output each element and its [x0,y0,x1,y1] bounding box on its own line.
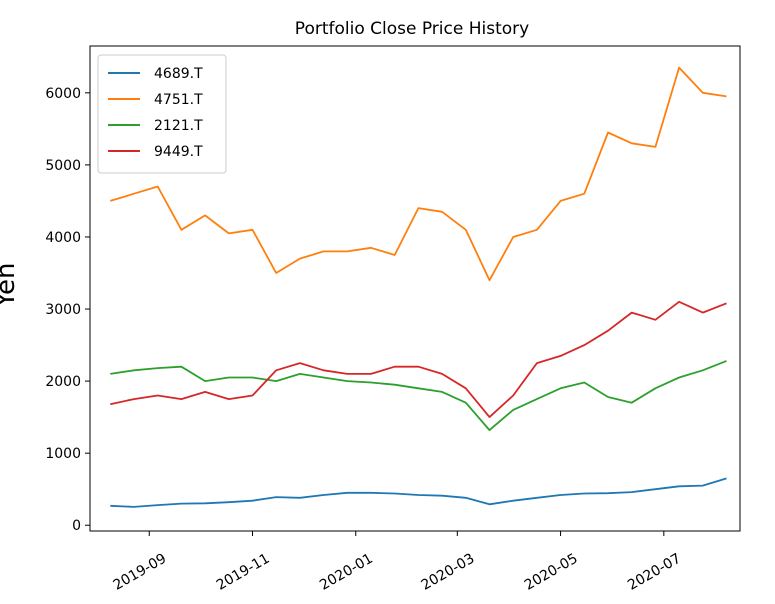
y-tick-label: 0 [72,518,81,534]
x-tick-label: 2020-03 [419,551,478,594]
series-layer [110,66,727,508]
legend-label-4751-T: 4751.T [154,92,203,108]
legend-label-4689-T: 4689.T [154,66,203,82]
y-tick-label: 5000 [45,158,81,174]
x-tick-label: 2020-01 [317,551,376,594]
plot-frame [89,45,741,532]
y-tick-label: 1000 [45,446,81,462]
series-line-4751-T [110,66,727,282]
chart-title: Portfolio Close Price History [295,19,529,39]
x-tick-label: 2019-09 [111,551,170,594]
legend: 4689.T 4751.T 2121.T 9449.T [97,54,227,174]
y-tick-label: 6000 [45,86,81,102]
x-tick-label: 2020-05 [522,551,581,594]
x-tick-label: 2019-11 [214,551,273,594]
series-line-9449-T [110,300,727,419]
series-line-2121-T [110,360,727,432]
legend-label-9449-T: 9449.T [154,144,203,160]
legend-label-2121-T: 2121.T [154,118,203,134]
y-tick-label: 3000 [45,302,81,318]
legend-box [97,54,227,174]
y-tick-label: 2000 [45,374,81,390]
x-tick-label: 2020-07 [625,551,684,594]
y-tick-label: 4000 [45,230,81,246]
y-axis-label: Yen [0,263,21,309]
series-line-4689-T [110,477,727,508]
